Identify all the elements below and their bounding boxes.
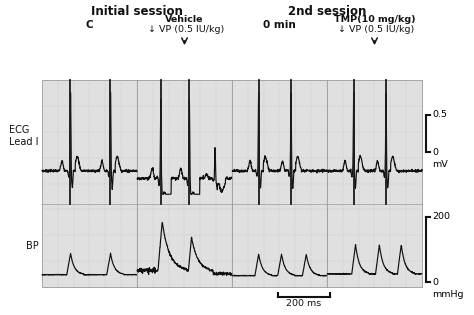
Text: ↓ VP (0.5 IU/kg): ↓ VP (0.5 IU/kg) bbox=[338, 25, 415, 34]
Text: ↓ VP (0.5 IU/kg): ↓ VP (0.5 IU/kg) bbox=[148, 25, 225, 34]
Bar bbox=[42, 80, 422, 287]
Text: 200 ms: 200 ms bbox=[286, 299, 321, 308]
Text: 0 min: 0 min bbox=[263, 20, 296, 30]
Text: ECG
Lead I: ECG Lead I bbox=[9, 125, 39, 147]
Text: Vehicle: Vehicle bbox=[165, 15, 204, 24]
Text: Initial session: Initial session bbox=[91, 5, 183, 18]
Text: mmHg: mmHg bbox=[432, 290, 464, 299]
Text: 0: 0 bbox=[432, 278, 438, 287]
Text: C: C bbox=[86, 20, 93, 30]
Text: 0: 0 bbox=[432, 147, 438, 157]
Text: 2nd session: 2nd session bbox=[288, 5, 366, 18]
Text: 200: 200 bbox=[432, 212, 450, 221]
Text: TMP(10 mg/kg): TMP(10 mg/kg) bbox=[334, 15, 415, 24]
Text: 0.5: 0.5 bbox=[432, 110, 447, 119]
Text: mV: mV bbox=[432, 160, 448, 169]
Text: BP: BP bbox=[26, 241, 39, 251]
